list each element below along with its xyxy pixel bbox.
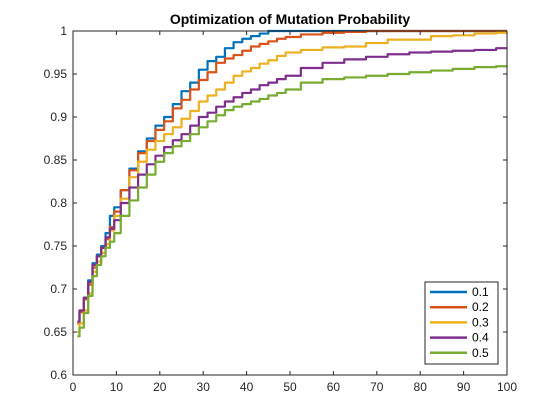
x-tick-label: 90 [457,380,471,394]
legend-label-0.1: 0.1 [472,285,489,299]
x-tick-label: 0 [70,380,77,394]
y-tick-label: 0.9 [50,110,67,124]
x-tick-label: 40 [240,380,254,394]
x-tick-label: 10 [110,380,124,394]
y-tick-label: 0.85 [44,153,68,167]
x-tick-label: 70 [370,380,384,394]
legend-label-0.5: 0.5 [472,346,489,360]
y-tick-label: 0.95 [44,67,68,81]
x-tick-label: 20 [153,380,167,394]
chart-title: Optimization of Mutation Probability [170,11,411,27]
x-tick-label: 60 [327,380,341,394]
y-tick-label: 0.7 [50,282,67,296]
x-tick-label: 50 [283,380,297,394]
series-line-0.5 [77,65,507,338]
axes: 0 10 20 30 40 50 60 70 80 90 100 0.6 0.65 0.7 0.75 0.8 0… [44,24,518,394]
y-tick-label: 0.75 [44,239,68,253]
y-tick-label: 0.65 [44,325,68,339]
y-tick-label: 1 [60,24,67,38]
y-tick-label: 0.6 [50,368,67,382]
legend-label-0.4: 0.4 [472,331,489,345]
legend-label-0.2: 0.2 [472,300,489,314]
legend-label-0.3: 0.3 [472,315,489,329]
y-tick-label: 0.8 [50,196,67,210]
x-tick-label: 100 [497,380,517,394]
plot-area [77,29,507,338]
legend: 0.10.20.3 0.40.5 [424,281,499,365]
x-tick-label: 80 [414,380,428,394]
series-line-0.4 [77,47,507,323]
x-tick-label: 30 [197,380,211,394]
